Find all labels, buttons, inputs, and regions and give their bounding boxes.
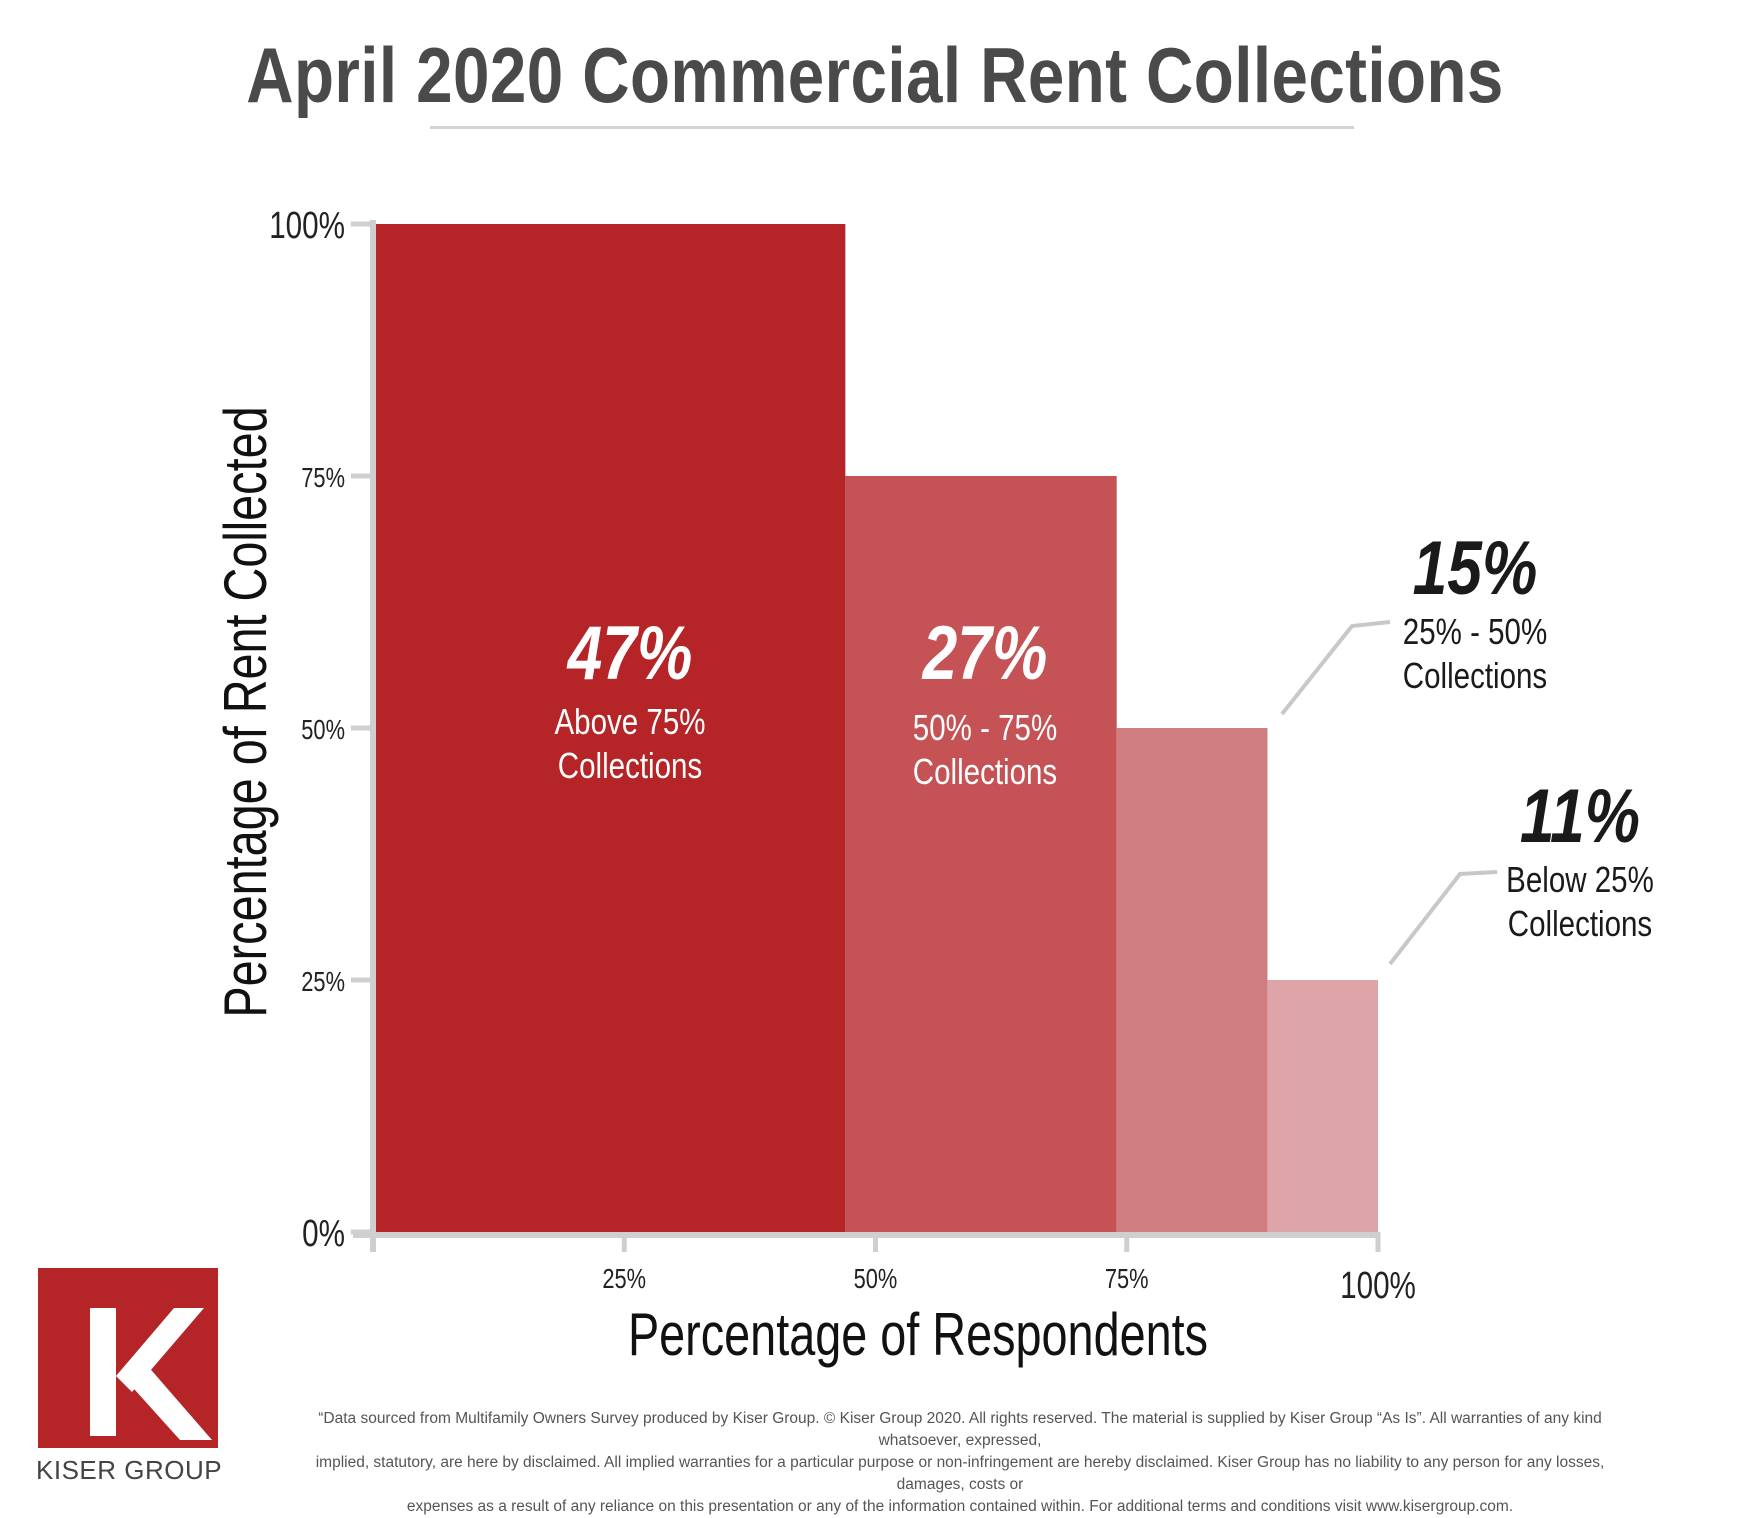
bar-4-category-line1: Below 25% bbox=[1506, 859, 1654, 900]
leader-line-bar-4 bbox=[1388, 870, 1498, 966]
y-axis-title: Percentage of Rent Collected bbox=[212, 406, 279, 1017]
y-tick-label: 100% bbox=[269, 205, 345, 247]
bar-4-share-label: 11% bbox=[1519, 774, 1641, 859]
logo-wordmark: KISER GROUP bbox=[36, 1455, 223, 1485]
chart-title: April 2020 Commercial Rent Collections bbox=[246, 31, 1504, 119]
bar-4 bbox=[1267, 980, 1378, 1232]
bar-3-category-line1: 25% - 50% bbox=[1402, 611, 1548, 652]
y-tick-label: 25% bbox=[301, 966, 345, 997]
bar-2 bbox=[845, 476, 1117, 1232]
bar-1-category-line1: Above 75% bbox=[554, 701, 706, 742]
bar-2-category-line1: 50% - 75% bbox=[912, 707, 1058, 748]
x-tick-label: 50% bbox=[854, 1263, 898, 1294]
bar-4-category-line2: Collections bbox=[1507, 903, 1653, 944]
bar-1-share-label: 47% bbox=[567, 611, 693, 696]
bar-3-category-line2: Collections bbox=[1402, 655, 1548, 696]
bar-3 bbox=[1116, 728, 1268, 1232]
x-tick-label: 25% bbox=[602, 1263, 646, 1294]
bar-2-share-label: 27% bbox=[922, 611, 1048, 696]
footnote-line-2: implied, statutory, are here by disclaim… bbox=[315, 1454, 1605, 1493]
bar-2-category-line2: Collections bbox=[912, 751, 1058, 792]
x-tick-label: 75% bbox=[1105, 1263, 1149, 1294]
leader-line-bar-3 bbox=[1280, 620, 1391, 716]
footnote-line-1: “Data sourced from Multifamily Owners Su… bbox=[318, 1410, 1602, 1449]
title-underline bbox=[430, 126, 1354, 129]
y-tick-label: 50% bbox=[301, 714, 345, 745]
bar-3-share-label: 15% bbox=[1412, 526, 1538, 611]
footnote: “Data sourced from Multifamily Owners Su… bbox=[310, 1408, 1610, 1518]
y-tick-label: 0% bbox=[302, 1213, 345, 1255]
kiser-group-logo bbox=[38, 1268, 218, 1448]
x-tick-label: 100% bbox=[1340, 1265, 1416, 1307]
y-tick-label: 75% bbox=[301, 462, 345, 493]
x-axis-title: Percentage of Respondents bbox=[628, 1301, 1208, 1368]
footnote-line-3: expenses as a result of any reliance on … bbox=[406, 1498, 1514, 1515]
logo-k-mark bbox=[90, 1308, 212, 1440]
bar-1-category-line2: Collections bbox=[557, 745, 703, 786]
bar-1 bbox=[373, 224, 846, 1232]
